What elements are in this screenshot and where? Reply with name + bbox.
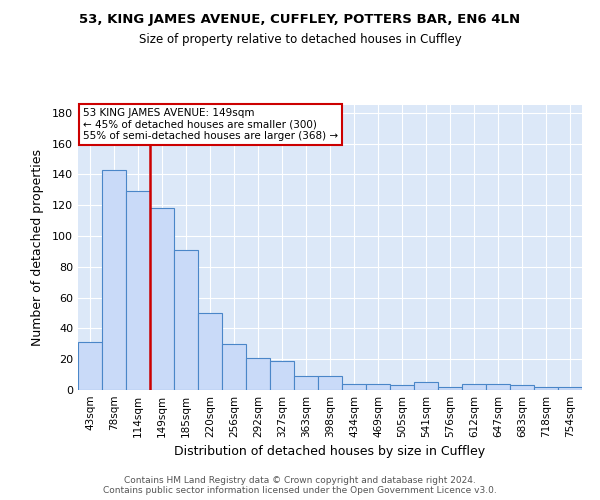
Bar bbox=[270, 360, 294, 390]
Bar bbox=[318, 376, 342, 390]
Bar bbox=[78, 342, 102, 390]
Bar bbox=[342, 384, 366, 390]
Bar bbox=[534, 387, 558, 390]
Text: Contains HM Land Registry data © Crown copyright and database right 2024.
Contai: Contains HM Land Registry data © Crown c… bbox=[103, 476, 497, 495]
Bar bbox=[414, 382, 438, 390]
X-axis label: Distribution of detached houses by size in Cuffley: Distribution of detached houses by size … bbox=[175, 446, 485, 458]
Bar bbox=[294, 376, 318, 390]
Bar bbox=[510, 386, 534, 390]
Bar bbox=[126, 192, 150, 390]
Bar bbox=[174, 250, 198, 390]
Bar bbox=[222, 344, 246, 390]
Bar bbox=[558, 387, 582, 390]
Bar bbox=[486, 384, 510, 390]
Bar bbox=[438, 387, 462, 390]
Bar bbox=[102, 170, 126, 390]
Bar bbox=[366, 384, 390, 390]
Text: 53, KING JAMES AVENUE, CUFFLEY, POTTERS BAR, EN6 4LN: 53, KING JAMES AVENUE, CUFFLEY, POTTERS … bbox=[79, 12, 521, 26]
Bar bbox=[462, 384, 486, 390]
Bar bbox=[390, 386, 414, 390]
Bar bbox=[198, 313, 222, 390]
Bar bbox=[150, 208, 174, 390]
Text: Size of property relative to detached houses in Cuffley: Size of property relative to detached ho… bbox=[139, 32, 461, 46]
Y-axis label: Number of detached properties: Number of detached properties bbox=[31, 149, 44, 346]
Bar bbox=[246, 358, 270, 390]
Text: 53 KING JAMES AVENUE: 149sqm
← 45% of detached houses are smaller (300)
55% of s: 53 KING JAMES AVENUE: 149sqm ← 45% of de… bbox=[83, 108, 338, 141]
